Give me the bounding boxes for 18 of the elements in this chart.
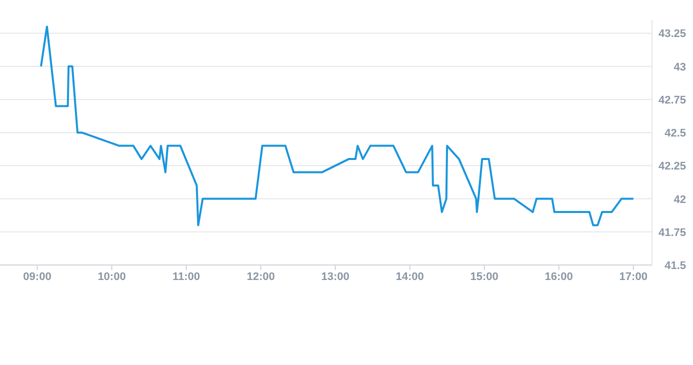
x-tick-label: 14:00 <box>396 270 424 283</box>
y-tick-label: 41.75 <box>658 226 686 239</box>
x-tick-label: 09:00 <box>23 270 52 283</box>
x-tick-label: 12:00 <box>246 270 275 283</box>
x-tick-label: 13:00 <box>321 270 350 283</box>
x-tick-label: 10:00 <box>98 270 126 283</box>
y-tick-label: 41.5 <box>664 260 686 272</box>
line-series <box>40 26 634 226</box>
x-tick-label: 11:00 <box>172 270 200 283</box>
y-tick-label: 43.25 <box>658 28 686 40</box>
x-tick-label: 16:00 <box>544 270 573 283</box>
x-tick-label: 15:00 <box>470 270 498 283</box>
x-tick-label: 17:00 <box>619 270 648 283</box>
y-tick-label: 42.75 <box>658 94 686 106</box>
y-tick-label: 42.25 <box>658 160 686 173</box>
y-tick-label: 43 <box>674 61 686 74</box>
y-tick-label: 42.5 <box>664 128 686 140</box>
y-tick-label: 42 <box>674 194 686 206</box>
